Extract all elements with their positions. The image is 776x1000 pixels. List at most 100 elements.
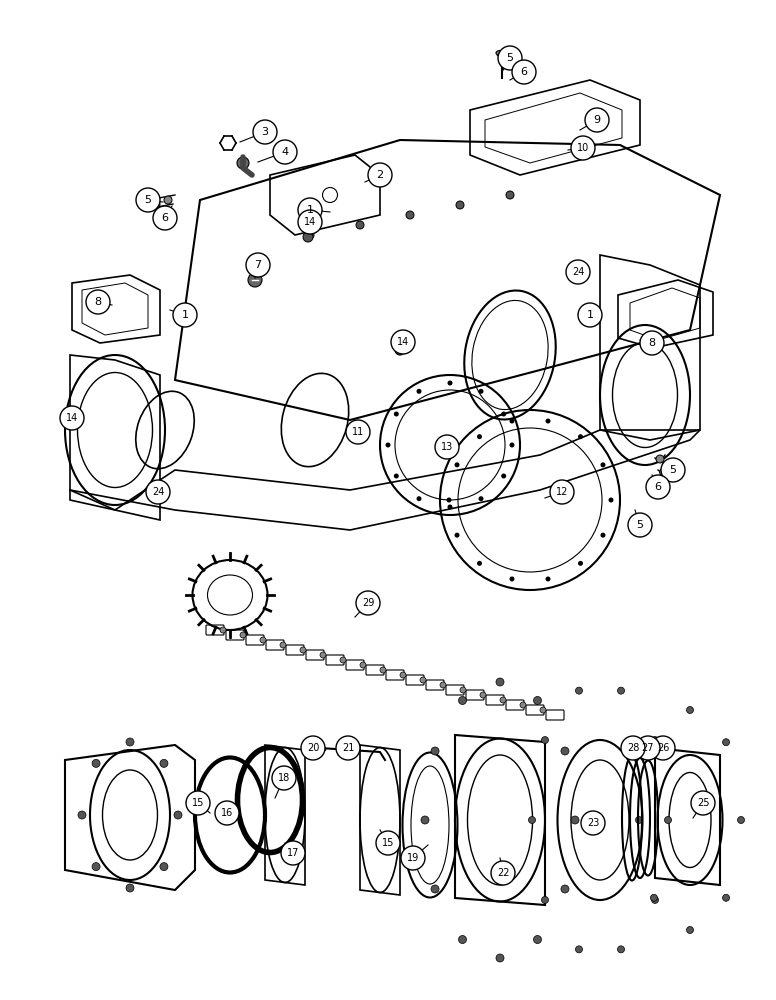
Text: 6: 6 [654, 482, 661, 492]
Circle shape [253, 120, 277, 144]
Text: 8: 8 [649, 338, 656, 348]
Circle shape [281, 841, 305, 865]
Circle shape [92, 863, 100, 871]
Circle shape [479, 389, 483, 394]
Text: 1: 1 [587, 310, 594, 320]
Text: 29: 29 [362, 598, 374, 608]
Circle shape [248, 273, 262, 287]
Circle shape [368, 163, 392, 187]
Circle shape [578, 303, 602, 327]
Circle shape [520, 702, 526, 708]
Circle shape [272, 766, 296, 790]
Circle shape [646, 475, 670, 499]
Text: 11: 11 [352, 427, 364, 437]
Text: 27: 27 [642, 743, 654, 753]
Circle shape [660, 468, 667, 476]
Circle shape [578, 434, 583, 439]
Text: 5: 5 [636, 520, 643, 530]
Circle shape [303, 232, 313, 242]
Circle shape [542, 737, 549, 744]
Text: 12: 12 [556, 487, 568, 497]
Circle shape [506, 191, 514, 199]
Circle shape [92, 759, 100, 767]
Text: 16: 16 [221, 808, 233, 818]
Text: 5: 5 [507, 53, 514, 63]
Circle shape [546, 576, 550, 581]
Circle shape [146, 480, 170, 504]
Circle shape [512, 60, 536, 84]
Circle shape [301, 736, 325, 760]
Circle shape [576, 687, 583, 694]
Text: 5: 5 [144, 195, 151, 205]
Circle shape [446, 497, 452, 502]
Circle shape [628, 513, 652, 537]
Text: 15: 15 [382, 838, 394, 848]
Circle shape [240, 632, 246, 638]
Circle shape [601, 533, 605, 538]
Circle shape [608, 497, 614, 502]
Text: 6: 6 [521, 67, 528, 77]
Circle shape [356, 591, 380, 615]
Circle shape [395, 345, 405, 355]
Circle shape [376, 831, 400, 855]
Circle shape [510, 576, 514, 581]
Circle shape [661, 458, 685, 482]
Circle shape [510, 442, 514, 448]
Circle shape [460, 687, 466, 693]
Circle shape [406, 211, 414, 219]
Circle shape [479, 496, 483, 501]
Circle shape [576, 946, 583, 953]
Circle shape [650, 894, 657, 901]
Circle shape [431, 885, 439, 893]
Circle shape [280, 642, 286, 648]
Circle shape [456, 201, 464, 209]
Circle shape [400, 672, 406, 678]
Circle shape [298, 198, 322, 222]
Text: 7: 7 [255, 260, 262, 270]
Circle shape [650, 739, 657, 746]
Circle shape [656, 455, 664, 463]
Circle shape [421, 816, 429, 824]
Circle shape [618, 687, 625, 694]
Circle shape [298, 210, 322, 234]
Circle shape [652, 896, 659, 903]
Text: 1: 1 [182, 310, 189, 320]
Circle shape [561, 885, 569, 893]
Circle shape [215, 801, 239, 825]
Circle shape [393, 412, 399, 416]
Circle shape [380, 667, 386, 673]
Circle shape [687, 926, 694, 934]
Text: 9: 9 [594, 115, 601, 125]
Circle shape [621, 736, 645, 760]
Circle shape [153, 206, 177, 230]
Circle shape [306, 231, 314, 239]
Text: 13: 13 [441, 442, 453, 452]
Text: 6: 6 [161, 213, 168, 223]
Circle shape [561, 747, 569, 755]
Text: 14: 14 [397, 337, 409, 347]
Circle shape [300, 647, 306, 653]
Text: 28: 28 [627, 743, 639, 753]
Circle shape [346, 420, 370, 444]
Circle shape [340, 657, 346, 663]
Text: 23: 23 [587, 818, 599, 828]
Circle shape [420, 677, 426, 683]
Circle shape [220, 627, 226, 633]
Circle shape [496, 678, 504, 686]
Circle shape [722, 894, 729, 901]
Circle shape [448, 504, 452, 510]
Circle shape [687, 706, 694, 714]
Circle shape [636, 816, 643, 824]
Circle shape [435, 435, 459, 459]
Circle shape [174, 811, 182, 819]
Text: 2: 2 [376, 170, 383, 180]
Text: 25: 25 [697, 798, 709, 808]
Text: 19: 19 [407, 853, 419, 863]
Circle shape [401, 846, 425, 870]
Circle shape [651, 736, 675, 760]
Circle shape [496, 954, 504, 962]
Circle shape [498, 46, 522, 70]
Circle shape [510, 419, 514, 424]
Circle shape [501, 412, 506, 416]
Ellipse shape [320, 747, 326, 751]
